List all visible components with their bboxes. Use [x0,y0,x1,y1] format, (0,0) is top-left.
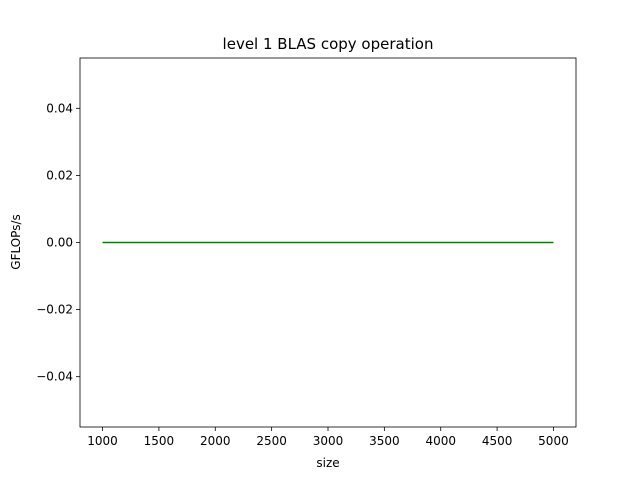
x-tick-label: 5000 [538,434,569,448]
x-tick-label: 2500 [256,434,287,448]
y-tick-label: 0.02 [46,168,73,182]
plot-frame [79,57,577,428]
x-tick-label: 4500 [482,434,513,448]
y-tick-label: −0.04 [36,370,73,384]
x-tick-label: 4000 [425,434,456,448]
x-tick-label: 1500 [144,434,175,448]
x-tick-label: 2000 [200,434,231,448]
x-axis: 1000 1500 2000 2500 3000 3500 4000 4500 5000 [87,427,569,448]
x-axis-label: size [316,456,339,470]
y-tick-label: 0.04 [46,101,73,115]
y-tick-label: −0.02 [36,303,73,317]
x-tick-label: 3500 [369,434,400,448]
chart-title: level 1 BLAS copy operation [223,35,434,53]
x-tick-label: 3000 [313,434,344,448]
y-axis-label: GFLOPs/s [9,214,23,269]
x-tick-label: 1000 [87,434,118,448]
y-tick-label: 0.00 [46,236,73,250]
y-axis: −0.04 −0.02 0.00 0.02 0.04 [36,101,80,384]
